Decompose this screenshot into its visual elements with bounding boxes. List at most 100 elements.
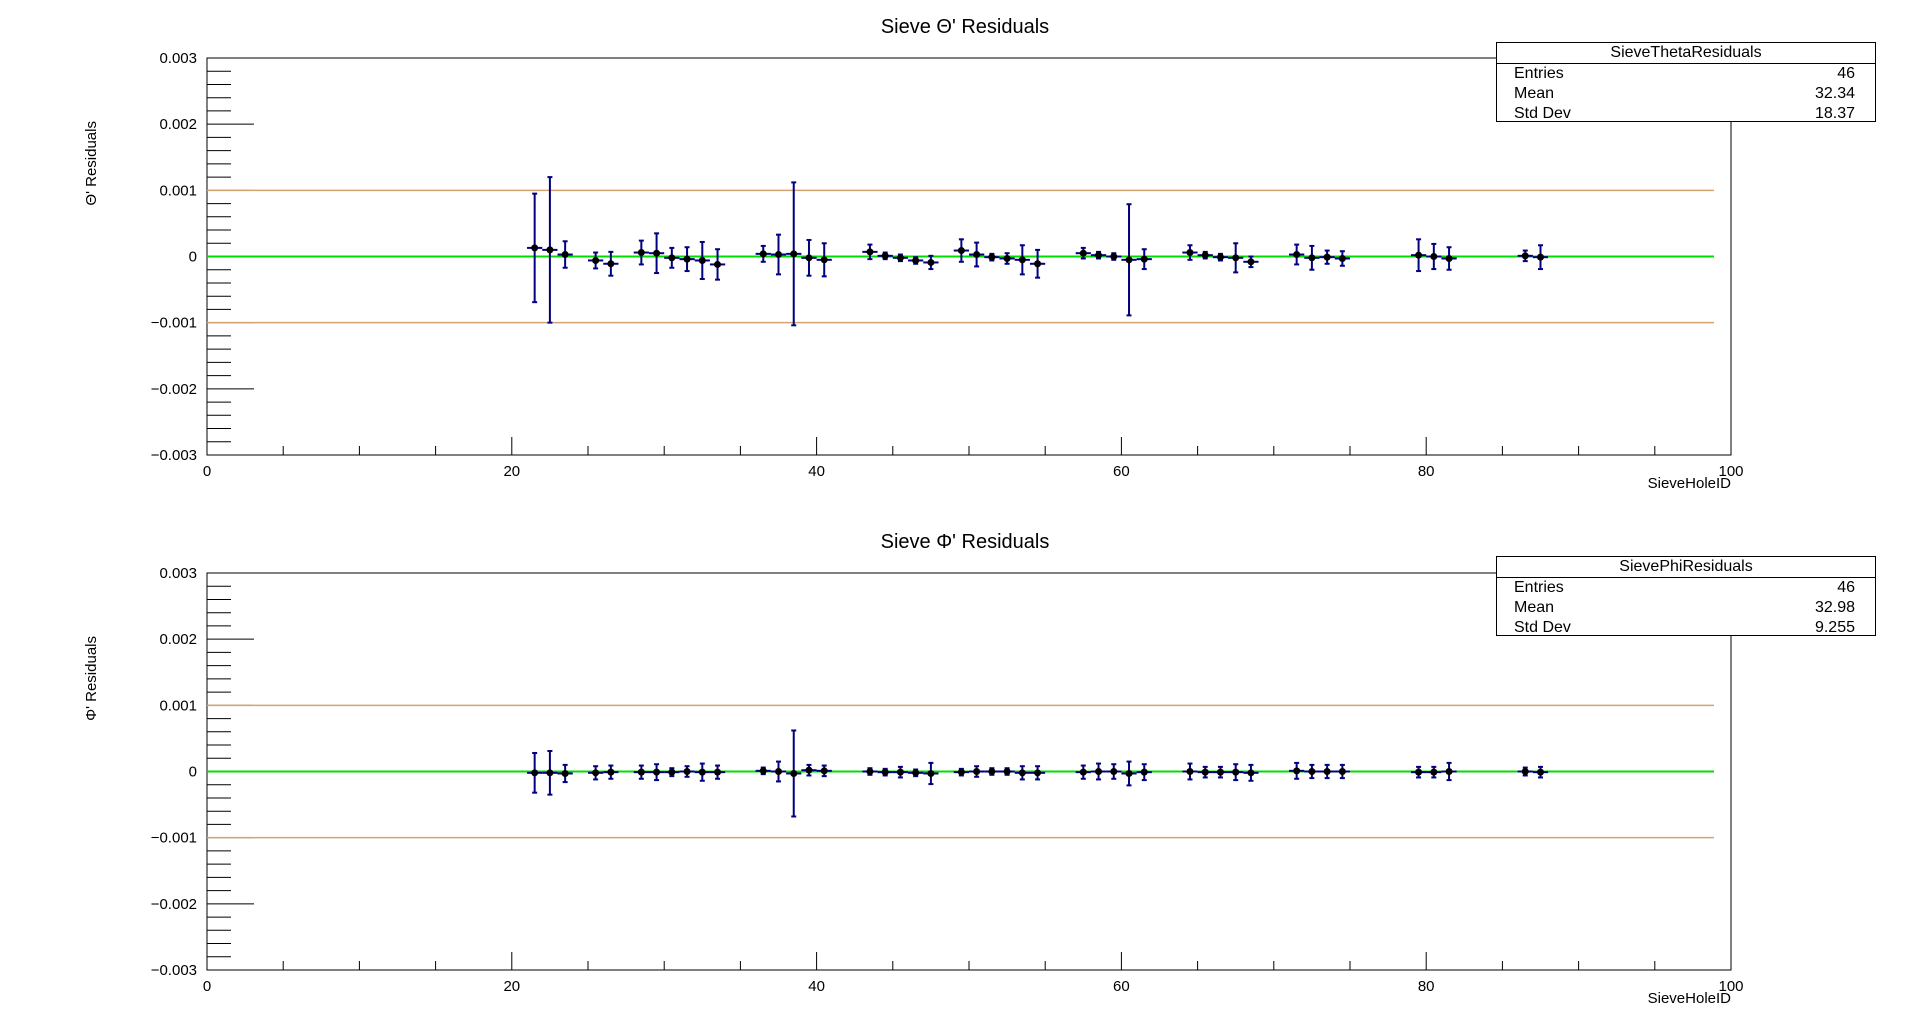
data-point	[714, 260, 722, 268]
y-tick-label: 0.002	[159, 116, 197, 133]
data-point	[1216, 768, 1224, 776]
stats-box-phi: SievePhiResiduals Entries 46 Mean 32.98 …	[1496, 556, 1876, 636]
data-point	[561, 251, 569, 259]
data-point	[988, 768, 996, 775]
stats-value: 32.98	[1814, 599, 1855, 616]
data-point	[1445, 254, 1453, 262]
data-point	[592, 256, 600, 264]
data-point	[1415, 768, 1423, 776]
data-point	[1415, 251, 1423, 259]
data-point	[957, 247, 965, 255]
y-tick-label: 0	[189, 764, 197, 781]
x-tick-label: 80	[1418, 463, 1435, 480]
stats-label: Entries	[1514, 579, 1564, 596]
data-point	[1018, 769, 1026, 777]
x-tick-label: 0	[203, 978, 211, 995]
data-point	[1110, 253, 1118, 260]
x-axis-label: SieveHoleID	[1648, 990, 1732, 1007]
data-point	[912, 256, 920, 264]
stats-row-std-dev: Std Dev 18.37	[1497, 104, 1875, 124]
data-point	[683, 768, 691, 775]
y-tick-label: 0.003	[159, 50, 197, 67]
data-point	[1034, 260, 1042, 268]
y-tick-label: −0.002	[151, 896, 197, 913]
stats-value: 18.37	[1814, 105, 1855, 122]
stats-title: SievePhiResiduals	[1497, 557, 1875, 578]
stats-title: SieveThetaResiduals	[1497, 43, 1875, 64]
data-point	[1003, 254, 1011, 262]
data-point	[988, 253, 996, 261]
stats-row-entries: Entries 46	[1497, 64, 1875, 84]
data-point	[912, 769, 920, 777]
data-point	[1537, 253, 1544, 261]
chart-title: Sieve Φ' Residuals	[881, 531, 1050, 553]
stats-box-theta: SieveThetaResiduals Entries 46 Mean 32.3…	[1496, 42, 1876, 122]
y-tick-label: 0.002	[159, 631, 197, 648]
data-point	[1034, 769, 1042, 777]
data-point	[866, 768, 874, 775]
x-tick-label: 80	[1418, 978, 1435, 995]
data-point	[1430, 768, 1438, 776]
data-point	[881, 252, 889, 260]
stats-value: 46	[1837, 65, 1855, 82]
stats-label: Mean	[1514, 85, 1555, 102]
data-point	[1186, 768, 1194, 775]
data-point	[1232, 254, 1240, 262]
data-point	[1445, 768, 1453, 775]
data-point	[973, 251, 981, 259]
data-point	[637, 249, 645, 257]
data-point	[805, 766, 813, 774]
data-point	[1079, 249, 1087, 257]
data-point	[790, 250, 798, 258]
data-point	[607, 768, 615, 776]
data-point	[653, 768, 661, 776]
data-point	[683, 255, 691, 263]
stats-value: 9.255	[1814, 619, 1855, 636]
data-point	[1140, 255, 1148, 263]
data-point	[1338, 768, 1346, 775]
y-tick-label: −0.002	[151, 381, 197, 398]
data-point	[1247, 258, 1255, 266]
x-tick-label: 0	[203, 463, 211, 480]
y-axis-label: Φ' Residuals	[83, 636, 100, 721]
x-tick-label: 40	[808, 463, 825, 480]
data-point	[1125, 256, 1133, 264]
data-point	[759, 767, 767, 775]
data-point	[1247, 769, 1255, 777]
data-point	[561, 769, 569, 777]
data-point	[1018, 256, 1026, 264]
data-point	[805, 254, 813, 262]
data-point	[927, 258, 935, 266]
y-tick-label: 0.003	[159, 565, 197, 582]
data-point	[698, 768, 706, 776]
y-tick-label: 0.001	[159, 182, 197, 199]
y-axis-label: Θ' Residuals	[83, 121, 100, 206]
data-point	[1095, 768, 1103, 775]
chart-title: Sieve Θ' Residuals	[881, 16, 1049, 38]
data-point	[1521, 768, 1529, 775]
data-point	[1003, 768, 1011, 775]
data-point	[714, 768, 722, 776]
data-point	[1308, 254, 1316, 262]
data-point	[546, 769, 554, 777]
data-point	[1293, 251, 1301, 259]
data-point	[1216, 253, 1224, 261]
data-point	[698, 256, 706, 264]
x-tick-label: 100	[1718, 978, 1743, 995]
data-point	[1430, 253, 1438, 260]
data-point	[1186, 249, 1194, 257]
data-point	[820, 256, 828, 264]
data-point	[653, 249, 661, 257]
stats-row-std-dev: Std Dev 9.255	[1497, 618, 1875, 638]
y-tick-label: −0.001	[151, 315, 197, 332]
data-point	[1232, 768, 1240, 776]
data-point	[1110, 768, 1118, 775]
stats-label: Std Dev	[1514, 105, 1571, 122]
data-point	[531, 244, 539, 252]
x-tick-label: 20	[503, 978, 520, 995]
data-point	[546, 246, 554, 254]
data-point	[927, 769, 935, 777]
data-point	[973, 768, 981, 775]
chart-panel-1: Sieve Φ' Residuals SieveHoleID Φ' Residual…	[83, 531, 1744, 1007]
